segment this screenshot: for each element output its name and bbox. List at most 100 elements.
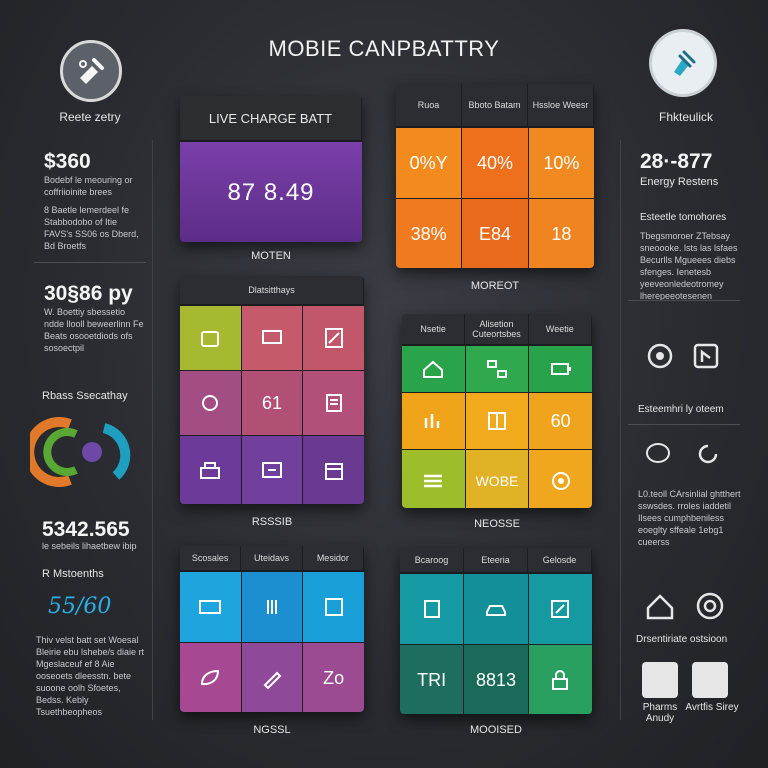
card-icon <box>199 600 222 614</box>
brand-logo <box>652 32 714 94</box>
panel-mode-cell <box>465 346 529 392</box>
panel-mode-cell <box>402 393 465 449</box>
panel-percent-cell: E84 <box>462 199 528 268</box>
app-logo <box>60 40 122 102</box>
panel-devices-col-3: Mesidor <box>303 546 364 570</box>
panel-percent-cell: 18 <box>528 199 594 268</box>
target-icon <box>551 472 570 490</box>
left-text-2: 8 Baetle lemerdeel fe Stabbodobo of Itie… <box>44 205 139 251</box>
panel-status-caption: RSSSIB <box>251 516 293 528</box>
panel-percent-cell: 10% <box>528 128 594 198</box>
panel-energy[interactable]: Bcaroog Eteeria Gelosde TRI 8813 <box>400 548 592 714</box>
pen-icon <box>263 671 282 689</box>
right-label-5: Drsentiriate ostsioon <box>636 634 728 645</box>
battery-icon <box>550 363 571 375</box>
right-divider-1 <box>628 300 740 301</box>
panel-percent-cell: 40% <box>462 128 528 198</box>
left-stat-2: 30§86 py <box>44 282 133 305</box>
panel-energy-col-2: Eteeria <box>464 548 528 572</box>
gauge-arc-icon <box>30 417 131 487</box>
analysis-icon <box>642 662 678 698</box>
panel-percent-caption: MOREOT <box>470 280 520 292</box>
panel-energy-cell: 8813 <box>464 645 528 714</box>
bag-icon <box>201 331 220 347</box>
panel-mode-cell <box>402 346 465 392</box>
layers-icon <box>424 474 443 488</box>
panel-mode-col-3: Weetie <box>529 314 592 344</box>
panel-charge-value: 87 8.49 <box>180 142 362 242</box>
frame-icon <box>324 598 343 616</box>
panel-devices-col-2: Uteidavs <box>241 546 303 570</box>
panel-mode-cell <box>529 450 592 508</box>
right-divider <box>620 140 621 720</box>
panel-status-cell <box>241 306 303 370</box>
left-text-5: Thiv velst batt set Woesal Bleirie ebu l… <box>36 635 145 717</box>
panel-mode-col-2: Alisetion Cuteortsbes <box>465 314 529 344</box>
panel-charge-caption: MOTEN <box>251 250 291 262</box>
panel-energy-caption: MOOISED <box>470 724 522 736</box>
panel-charge[interactable]: LIVE CHARGE BATT 87 8.49 <box>180 96 362 242</box>
report-icon <box>692 662 728 698</box>
lock-icon <box>552 670 569 690</box>
right-logo-label: Fhkteulick <box>658 110 714 124</box>
left-text-1: Bodebf le meouring or coffriioinite bree… <box>44 175 133 197</box>
page-title: MOBIE CANPBATTRY <box>268 36 500 61</box>
panel-energy-cell: TRI <box>400 645 464 714</box>
caption-a: Pharms Anudy <box>642 702 678 724</box>
right-label-3: Esteemhri ly oteem <box>638 404 724 415</box>
edit-icon <box>324 328 343 348</box>
panel-mode-cell <box>465 393 529 449</box>
left-stat-1: $360 <box>44 150 91 173</box>
printer-icon <box>200 462 221 479</box>
panel-status-cell <box>180 371 241 435</box>
panel-devices-cell <box>303 572 364 642</box>
right-text-4: L0.teoll CArsinlial ghtthert sswsdes. rr… <box>638 489 741 547</box>
panel-mode-cell <box>529 346 592 392</box>
left-stat-3: 5342.565 <box>42 518 130 541</box>
panel-status-cell <box>180 306 241 370</box>
panel-devices-cell <box>180 643 241 712</box>
panel-status-cell: 61 <box>241 371 303 435</box>
refresh-icon <box>698 444 718 464</box>
panel-energy-col-1: Bcaroog <box>400 548 464 572</box>
chart-icon <box>425 414 440 428</box>
left-scribble: 55/60 <box>48 594 112 619</box>
panel-mode-cell <box>402 450 465 508</box>
target-icon <box>696 592 724 620</box>
network-icon <box>486 360 507 378</box>
panel-devices-cell <box>241 643 303 712</box>
panel-energy-cell <box>528 645 592 714</box>
panel-devices[interactable]: Scosales Uteidavs Mesidor Zo <box>180 546 364 712</box>
left-logo-label: Reete zetry <box>59 110 121 124</box>
expand-icon <box>551 600 570 618</box>
panel-status-cell <box>180 436 241 504</box>
left-divider-1 <box>34 262 146 263</box>
panel-devices-cell <box>180 572 241 642</box>
home-icon <box>646 594 674 620</box>
panel-percent-col-3: Hssloe Weesr <box>528 84 594 126</box>
panel-percent[interactable]: Ruoa Bboto Batam Hssloe Weesr 0%Y 40% 10… <box>396 84 594 268</box>
panel-status-cell <box>303 371 364 435</box>
car-icon <box>485 605 506 616</box>
right-sub-1: Energy Restens <box>640 176 719 188</box>
panel-devices-caption: NGSSL <box>253 724 291 736</box>
book-icon <box>487 412 506 430</box>
panel-devices-col-1: Scosales <box>180 546 242 570</box>
panel-energy-cell <box>464 574 528 644</box>
bars-icon <box>266 600 277 614</box>
panel-energy-cell <box>528 574 592 644</box>
panel-energy-cell <box>400 574 464 644</box>
monitor-icon <box>261 462 282 478</box>
panel-percent-cell: 38% <box>396 199 462 268</box>
panel-mode[interactable]: Nsetie Alisetion Cuteortsbes Weetie 60 W… <box>402 314 592 508</box>
left-text-3: W. Boettiy sbessetio ndde llooll beweerl… <box>44 307 144 353</box>
panel-percent-col-1: Ruoa <box>396 84 462 126</box>
document-icon <box>423 600 440 618</box>
panel-status[interactable]: Dlatsitthays 61 <box>180 276 364 504</box>
panel-mode-cell: WOBE <box>465 450 529 508</box>
gear-icon <box>647 343 673 369</box>
panel-mode-cell: 60 <box>529 393 592 449</box>
panel-devices-cell: Zo <box>303 643 364 712</box>
battery-tool-icon <box>79 58 104 84</box>
panel-status-cell <box>303 306 364 370</box>
